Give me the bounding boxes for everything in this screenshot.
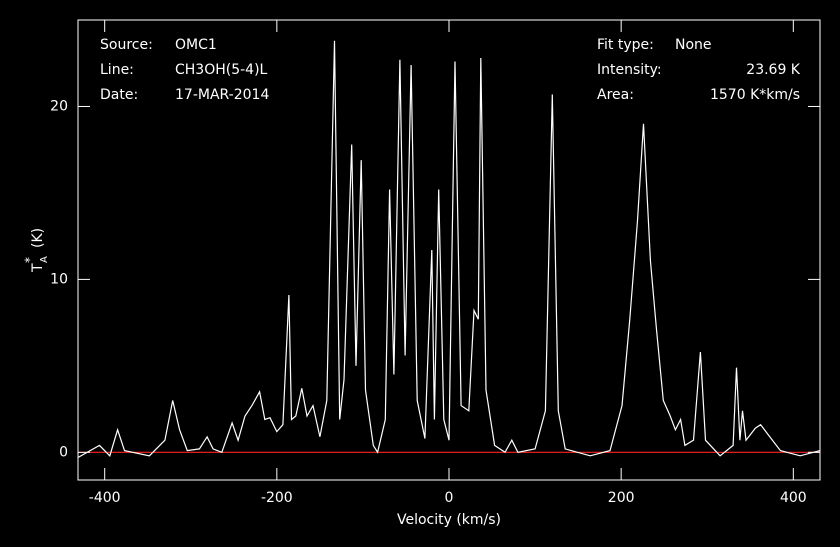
y-label-unit: (K) — [30, 228, 46, 248]
x-tick-label: -400 — [89, 490, 121, 506]
info-value: 23.69 K — [746, 62, 801, 78]
y-label-sup: * — [23, 257, 37, 263]
x-tick-label: 400 — [780, 490, 807, 506]
y-label-main: T — [30, 263, 46, 273]
x-tick-label: 200 — [608, 490, 635, 506]
y-tick-label: 0 — [59, 444, 68, 460]
y-axis-label: T A * (K) — [23, 228, 51, 273]
y-tick-label: 10 — [50, 271, 68, 287]
info-value: CH3OH(5-4)L — [175, 62, 268, 78]
info-value: 1570 K*km/s — [710, 87, 800, 103]
y-label-sub: A — [39, 256, 50, 263]
y-tick-label: 20 — [50, 98, 68, 114]
info-label: Fit type: — [597, 37, 654, 53]
info-label: Intensity: — [597, 62, 662, 78]
spectrum-line — [77, 40, 821, 459]
x-tick-label: 0 — [445, 490, 454, 506]
info-value: None — [675, 37, 712, 53]
info-label: Date: — [100, 87, 138, 103]
info-label: Area: — [597, 87, 634, 103]
info-value: OMC1 — [175, 37, 217, 53]
info-label: Source: — [100, 37, 153, 53]
x-tick-label: -200 — [261, 490, 293, 506]
info-value: 17-MAR-2014 — [175, 87, 269, 103]
x-axis-label: Velocity (km/s) — [397, 512, 501, 528]
info-label: Line: — [100, 62, 134, 78]
